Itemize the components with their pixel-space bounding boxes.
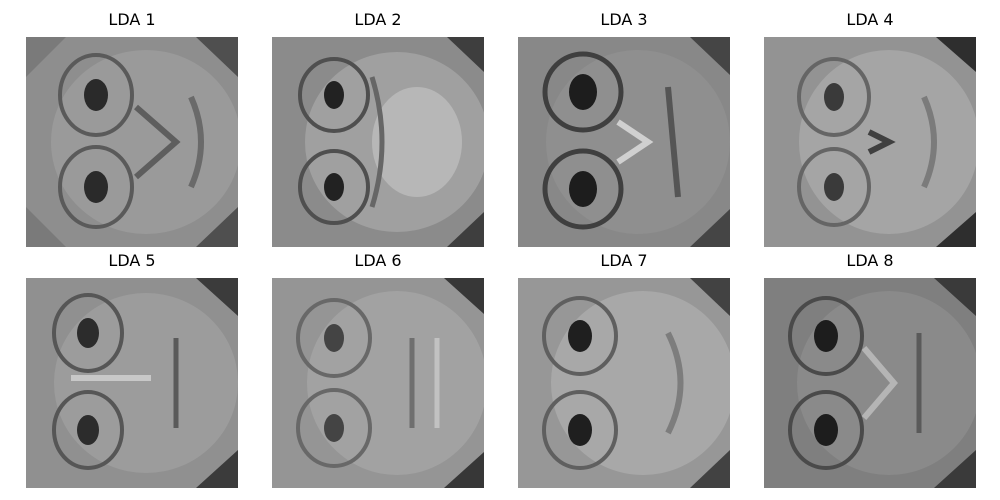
panel-title: LDA 4 xyxy=(846,10,894,29)
panel-title: LDA 2 xyxy=(354,10,402,29)
lda-panel-3: LDA 3 xyxy=(518,3,730,247)
panel-title: LDA 3 xyxy=(600,10,648,29)
face-eigenimage xyxy=(272,37,484,247)
lda-component-image xyxy=(764,37,976,247)
lda-panel-5: LDA 5 xyxy=(26,244,238,488)
lda-component-image xyxy=(26,37,238,247)
face-eigenimage xyxy=(518,37,730,247)
lda-panel-8: LDA 8 xyxy=(764,244,976,488)
face-eigenimage xyxy=(272,278,484,488)
panel-title: LDA 6 xyxy=(354,251,402,270)
lda-panel-4: LDA 4 xyxy=(764,3,976,247)
panel-title: LDA 8 xyxy=(846,251,894,270)
panel-title: LDA 7 xyxy=(600,251,648,270)
lda-panel-7: LDA 7 xyxy=(518,244,730,488)
face-eigenimage xyxy=(26,278,238,488)
panel-title: LDA 5 xyxy=(108,251,156,270)
lda-component-image xyxy=(272,278,484,488)
lda-component-image xyxy=(518,37,730,247)
lda-panel-1: LDA 1 xyxy=(26,3,238,247)
lda-component-image xyxy=(764,278,976,488)
lda-component-image xyxy=(272,37,484,247)
panel-title: LDA 1 xyxy=(108,10,156,29)
lda-panel-2: LDA 2 xyxy=(272,3,484,247)
face-eigenimage xyxy=(764,37,976,247)
lda-component-image xyxy=(518,278,730,488)
face-eigenimage xyxy=(518,278,730,488)
lda-component-image xyxy=(26,278,238,488)
face-eigenimage xyxy=(764,278,976,488)
lda-panel-6: LDA 6 xyxy=(272,244,484,488)
face-eigenimage xyxy=(26,37,238,247)
